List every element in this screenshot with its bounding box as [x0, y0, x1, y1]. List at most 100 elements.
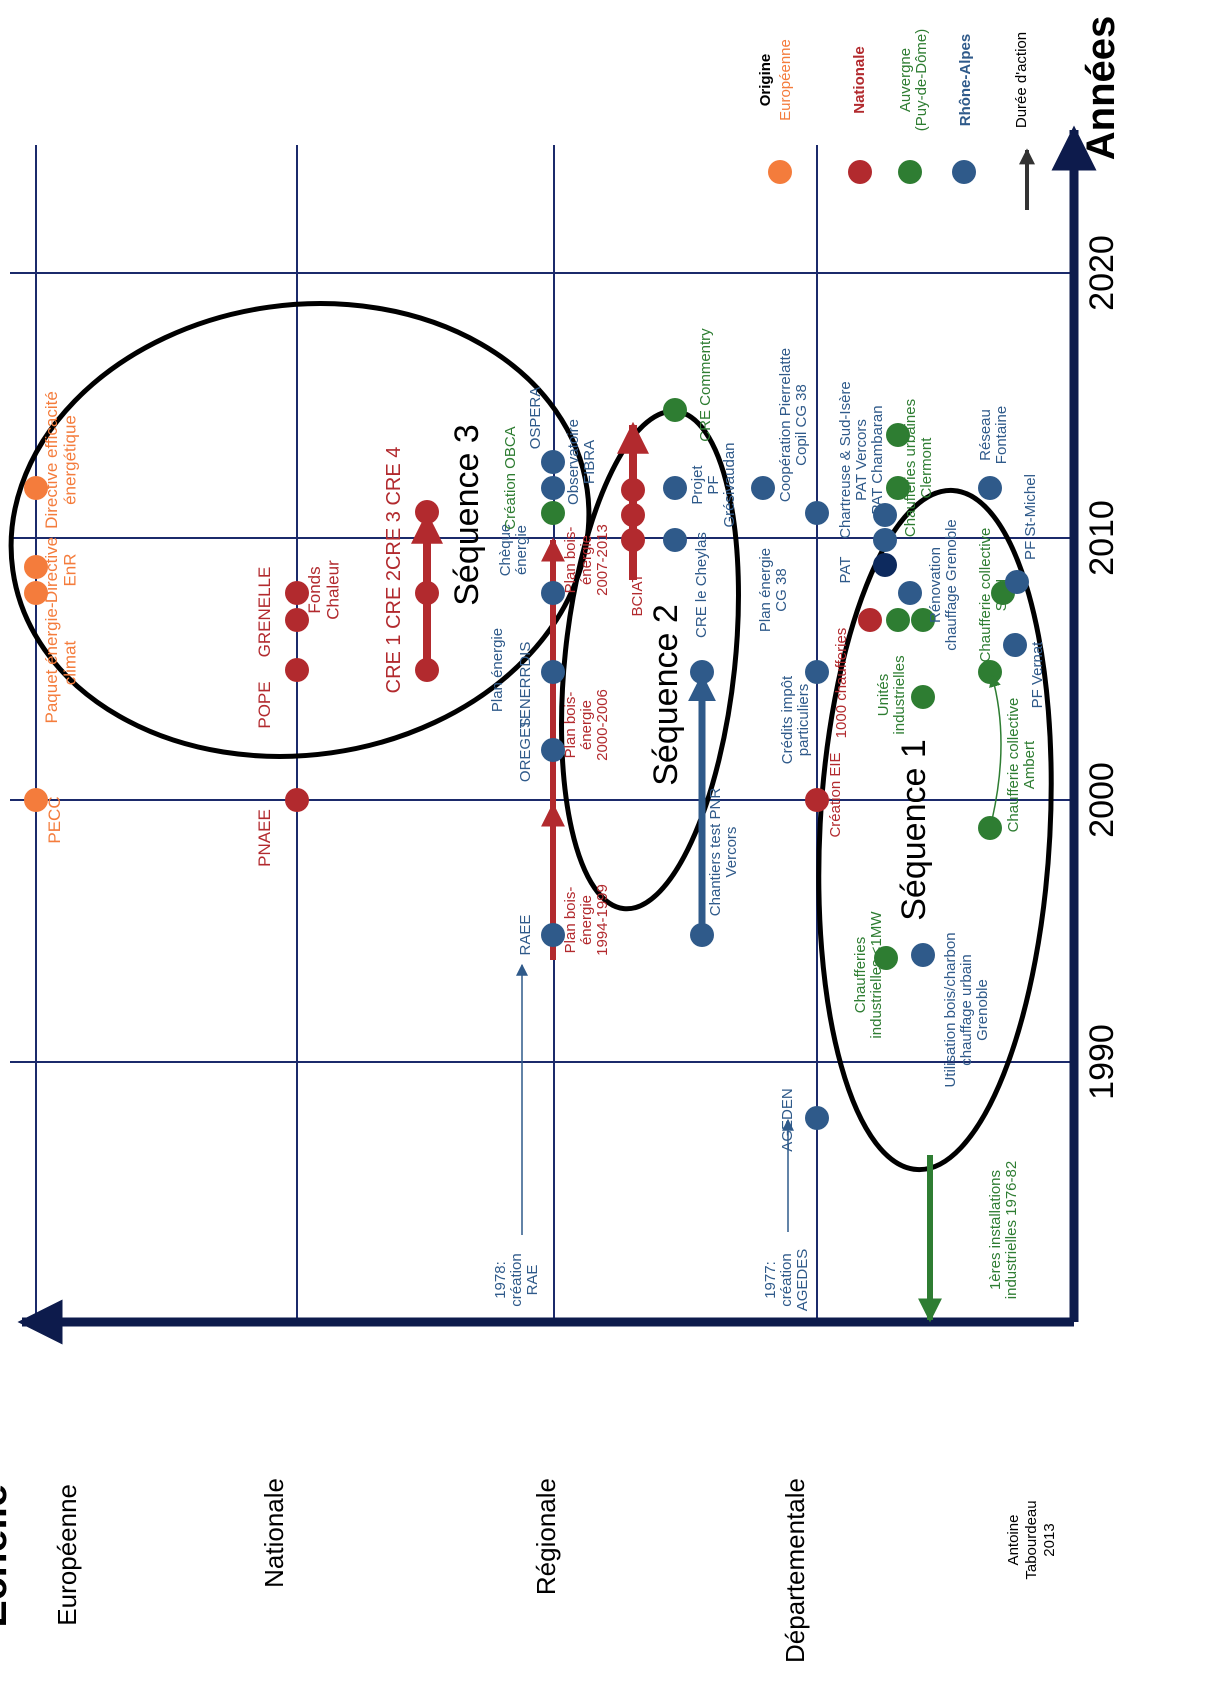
- label-line: PNAEE: [255, 809, 274, 867]
- reg-label-cheque: Chèqueénergie: [497, 524, 530, 577]
- label-line: Auvergne: [897, 48, 914, 112]
- label-line: 2020: [1083, 235, 1121, 311]
- label-line: création: [508, 1253, 525, 1306]
- dep-event-marker: [805, 660, 829, 684]
- reg-label-plan-9499: Plan bois-énergie1994-1999: [562, 884, 611, 956]
- label-line: 2000-2006: [594, 689, 611, 761]
- year-tick-label: 2000: [1083, 762, 1121, 838]
- reg-bciat-marker: [621, 478, 645, 502]
- reg-label-plan-energie: Plan énergie: [489, 628, 506, 712]
- label-line: énergétique: [61, 415, 80, 505]
- label-line: Plan bois-: [562, 527, 579, 594]
- credit-line: Tabourdeau: [1023, 1500, 1040, 1579]
- label-line: (Puy-de-Dôme): [913, 29, 930, 132]
- sequence-1-label: Séquence 1: [895, 739, 933, 921]
- s1-event-marker: [911, 943, 935, 967]
- s1-event-marker: [858, 608, 882, 632]
- label-line: Chaufferies urbaines: [902, 399, 919, 537]
- sequence-3-label: Séquence 3: [448, 424, 486, 606]
- legend-dot-nationale: [848, 160, 872, 184]
- label-line: Séquence 2: [647, 604, 685, 786]
- s1-event-marker: [1005, 570, 1029, 594]
- label-line: Réseau: [977, 409, 994, 461]
- reg-event-marker: [541, 476, 565, 500]
- nat-label-fonds-chaleur: FondsChaleur: [305, 560, 343, 620]
- label-line: particuliers: [795, 684, 812, 757]
- label-line: 1978:: [492, 1261, 509, 1299]
- label-line: 1ères installations: [987, 1170, 1004, 1290]
- reg-label-observatoire: ObservatoireFIBRA: [565, 419, 598, 505]
- label-line: Clermont: [918, 437, 935, 499]
- label-line: GRENELLE: [255, 567, 274, 658]
- dep-label-plan-cg38: Plan énergieCG 38: [757, 548, 790, 632]
- label-line: chauffage urbain: [958, 954, 975, 1065]
- label-line: climat: [61, 641, 80, 686]
- year-tick-label: 2010: [1083, 500, 1121, 576]
- label-line: Années: [1079, 16, 1123, 161]
- label-line: EnR: [61, 553, 80, 586]
- s2-event-marker: [663, 398, 687, 422]
- dep-label-ageden: AGEDEN: [779, 1088, 796, 1151]
- s1-event-marker: [978, 660, 1002, 684]
- label-line: énergie: [578, 700, 595, 750]
- scale-label-regionale: Régionale: [531, 1478, 561, 1595]
- label-line: Rhône-Alpes: [957, 34, 974, 127]
- nat-label-grenelle: GRENELLE: [255, 567, 274, 658]
- label-line: PF: [705, 475, 722, 494]
- years-axis-title: Années: [1079, 16, 1123, 161]
- nat-event-marker: [285, 788, 309, 812]
- s2-label-cre-commentry: CRE Commentry: [697, 328, 714, 442]
- legend-label: Nationale: [851, 46, 868, 114]
- s2-event-marker: [663, 476, 687, 500]
- legend-dot-auvergne: [898, 160, 922, 184]
- reg-bciat-marker: [621, 528, 645, 552]
- dep-label-1000-chaufferies: 1000 chaufferies: [833, 628, 850, 739]
- reg-label-tenerrdis: TENERRDIS: [517, 642, 534, 729]
- s1-label-pf-vernat: PF Vernat: [1029, 641, 1046, 709]
- eu-label-directive-enr: DirectiveEnR: [42, 537, 80, 603]
- reg-label-1978: 1978:créationRAE: [492, 1253, 541, 1306]
- s2-label-cre-cheylas: CRE le Cheylas: [693, 532, 710, 638]
- s1-event-marker: [873, 553, 897, 577]
- eu-label-directive-eff: Directive efficacitéénergétique: [42, 391, 80, 529]
- label-line: CRE Commentry: [697, 328, 714, 442]
- label-line: Grenoble: [974, 979, 991, 1041]
- s1-label-premieres: 1ères installationsindustrielles 1976-82: [987, 1161, 1020, 1299]
- label-line: Séquence 1: [895, 739, 933, 921]
- label-line: POPE: [255, 681, 274, 728]
- dep-label-cooperation: Coopération PierrelatteCopil CG 38: [777, 348, 810, 502]
- dep-event-marker: [805, 501, 829, 525]
- label-line: AGEDEN: [779, 1088, 796, 1151]
- label-line: AGEDES: [794, 1249, 811, 1312]
- legend-duration-label: Durée d'action: [1013, 32, 1030, 128]
- scale-axis-title: Échelle: [0, 1484, 15, 1628]
- label-line: CRE 1 CRE 2CRE 3 CRE 4: [383, 447, 405, 694]
- s1-event-marker: [873, 528, 897, 552]
- label-line: CRE le Cheylas: [693, 532, 710, 638]
- dep-event-marker: [751, 476, 775, 500]
- scale-label-europeenne: Européenne: [52, 1484, 82, 1626]
- s1-event-marker: [978, 816, 1002, 840]
- label-line: Coopération Pierrelatte: [777, 348, 794, 502]
- label-line: 1977:: [762, 1261, 779, 1299]
- label-line: Crédits impôt: [779, 675, 796, 764]
- reg-obca-marker: [541, 501, 565, 525]
- label-line: énergie: [578, 535, 595, 585]
- label-line: Plan énergie: [757, 548, 774, 632]
- nat-event-marker: [285, 658, 309, 682]
- rotated-content: 1990 2000 2010 2020 Années Origine Européenne N…: [0, 16, 1123, 1320]
- nat-label-cre: CRE 1 CRE 2CRE 3 CRE 4: [383, 447, 405, 694]
- legend: [768, 150, 1027, 210]
- label-line: Chaleur: [324, 560, 343, 620]
- dep-event-marker: [805, 788, 829, 812]
- label-line: Chaufferies: [852, 937, 869, 1013]
- label-line: 2010: [1083, 500, 1121, 576]
- label-line: FIBRA: [581, 440, 598, 484]
- label-line: Création EIE: [827, 752, 844, 837]
- label-line: Unités: [875, 674, 892, 717]
- label-line: Projet: [689, 465, 706, 505]
- legend-label: Européenne: [777, 39, 794, 121]
- label-line: 1000 chaufferies: [833, 628, 850, 739]
- dep-label-creation-eie: Création EIE: [827, 752, 844, 837]
